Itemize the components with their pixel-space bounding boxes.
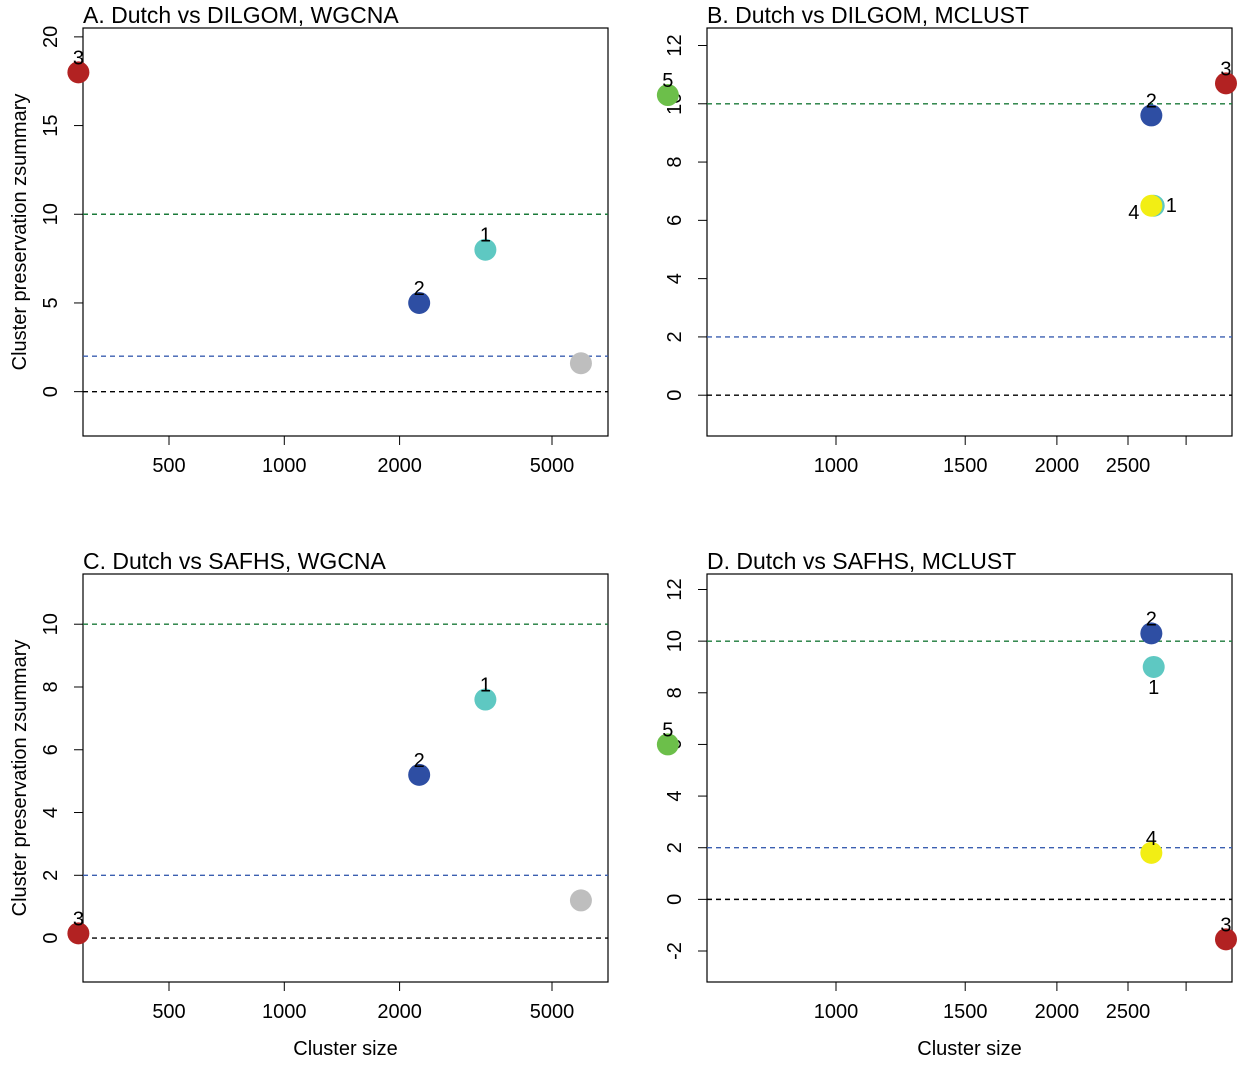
point-label: 1 bbox=[480, 225, 491, 247]
y-tick-label: 6 bbox=[40, 744, 62, 755]
y-tick-label: 6 bbox=[664, 215, 686, 226]
chart-title: C. Dutch vs SAFHS, WGCNA bbox=[83, 548, 387, 574]
data-point bbox=[1140, 841, 1163, 864]
x-tick-label: 500 bbox=[152, 1001, 185, 1023]
data-point bbox=[656, 733, 679, 756]
data-point bbox=[1140, 104, 1163, 127]
point-label: 2 bbox=[1146, 90, 1157, 112]
x-tick-label: 2000 bbox=[377, 455, 422, 477]
data-point bbox=[656, 84, 679, 107]
y-tick-label: 2 bbox=[664, 842, 686, 853]
plot-frame bbox=[706, 573, 1233, 983]
y-tick-label: 0 bbox=[40, 386, 62, 397]
data-point bbox=[1142, 655, 1165, 678]
y-tick-label: 0 bbox=[664, 390, 686, 401]
y-tick-label: -2 bbox=[664, 942, 686, 960]
point-label: 5 bbox=[662, 719, 673, 741]
point-label: 1 bbox=[480, 675, 491, 697]
data-point bbox=[569, 889, 592, 912]
y-tick-label: 12 bbox=[664, 578, 686, 600]
x-tick-label: 1000 bbox=[262, 1001, 307, 1023]
data-point bbox=[569, 352, 592, 375]
y-tick-label: 5 bbox=[40, 297, 62, 308]
x-tick-label: 1000 bbox=[262, 455, 307, 477]
x-tick-label: 500 bbox=[152, 455, 185, 477]
point-label: 1 bbox=[1166, 195, 1177, 217]
y-tick-label: 10 bbox=[40, 203, 62, 225]
chart-title: D. Dutch vs SAFHS, MCLUST bbox=[707, 548, 1016, 574]
point-label: 4 bbox=[1146, 828, 1157, 850]
y-tick-label: 15 bbox=[40, 114, 62, 136]
data-point bbox=[1140, 622, 1163, 645]
data-point bbox=[1214, 928, 1237, 951]
x-tick-label: 5000 bbox=[530, 455, 575, 477]
plot-frame bbox=[706, 27, 1233, 437]
y-tick-label: 4 bbox=[664, 273, 686, 284]
y-tick-label: 8 bbox=[664, 687, 686, 698]
data-point bbox=[408, 291, 431, 314]
point-label: 5 bbox=[662, 70, 673, 92]
x-tick-label: 2000 bbox=[1035, 1001, 1080, 1023]
x-tick-label: 2500 bbox=[1106, 455, 1151, 477]
y-tick-label: 4 bbox=[664, 791, 686, 802]
point-label: 3 bbox=[1220, 914, 1231, 936]
x-tick-label: 1500 bbox=[943, 455, 988, 477]
y-axis-title: Cluster preservation zsummary bbox=[9, 640, 31, 917]
y-tick-label: 2 bbox=[664, 331, 686, 342]
x-tick-label: 1000 bbox=[814, 455, 859, 477]
y-tick-label: 10 bbox=[40, 613, 62, 635]
data-point bbox=[474, 238, 497, 261]
x-tick-label: 2000 bbox=[377, 1001, 422, 1023]
point-label: 2 bbox=[1146, 608, 1157, 630]
chart-title: A. Dutch vs DILGOM, WGCNA bbox=[83, 2, 399, 28]
panel-a: A. Dutch vs DILGOM, WGCNA 500 1000 2000 5000… bbox=[9, 2, 609, 477]
point-label: 2 bbox=[414, 278, 425, 300]
y-tick-label: 10 bbox=[664, 630, 686, 652]
x-axis-title: Cluster size bbox=[293, 1038, 397, 1060]
point-label: 4 bbox=[1128, 202, 1139, 224]
point-label: 3 bbox=[1220, 58, 1231, 80]
y-axis-title: Cluster preservation zsummary bbox=[9, 94, 31, 371]
data-point bbox=[1140, 194, 1163, 217]
y-tick-label: 0 bbox=[664, 894, 686, 905]
point-label: 2 bbox=[414, 750, 425, 772]
x-axis-title: Cluster size bbox=[917, 1038, 1021, 1060]
data-point bbox=[67, 61, 90, 84]
x-tick-label: 1500 bbox=[943, 1001, 988, 1023]
plot-frame bbox=[82, 27, 609, 437]
point-label: 1 bbox=[1148, 677, 1159, 699]
point-label: 3 bbox=[73, 908, 84, 930]
y-tick-label: 8 bbox=[40, 681, 62, 692]
x-tick-label: 5000 bbox=[530, 1001, 575, 1023]
y-tick-label: 0 bbox=[40, 932, 62, 943]
data-point bbox=[1214, 72, 1237, 95]
x-tick-label: 2000 bbox=[1035, 455, 1080, 477]
y-tick-label: 2 bbox=[40, 870, 62, 881]
data-point bbox=[474, 688, 497, 711]
chart-title: B. Dutch vs DILGOM, MCLUST bbox=[707, 2, 1029, 28]
y-tick-label: 12 bbox=[664, 34, 686, 56]
point-label: 3 bbox=[73, 47, 84, 69]
data-point bbox=[408, 763, 431, 786]
panel-c: C. Dutch vs SAFHS, WGCNA 500 1000 2000 5000 0… bbox=[9, 548, 609, 1060]
x-tick-label: 2500 bbox=[1106, 1001, 1151, 1023]
y-tick-label: 20 bbox=[40, 26, 62, 48]
y-tick-label: 8 bbox=[664, 156, 686, 167]
x-tick-label: 1000 bbox=[814, 1001, 859, 1023]
data-point bbox=[67, 922, 90, 945]
y-tick-label: 4 bbox=[40, 807, 62, 818]
plot-frame bbox=[82, 573, 609, 983]
